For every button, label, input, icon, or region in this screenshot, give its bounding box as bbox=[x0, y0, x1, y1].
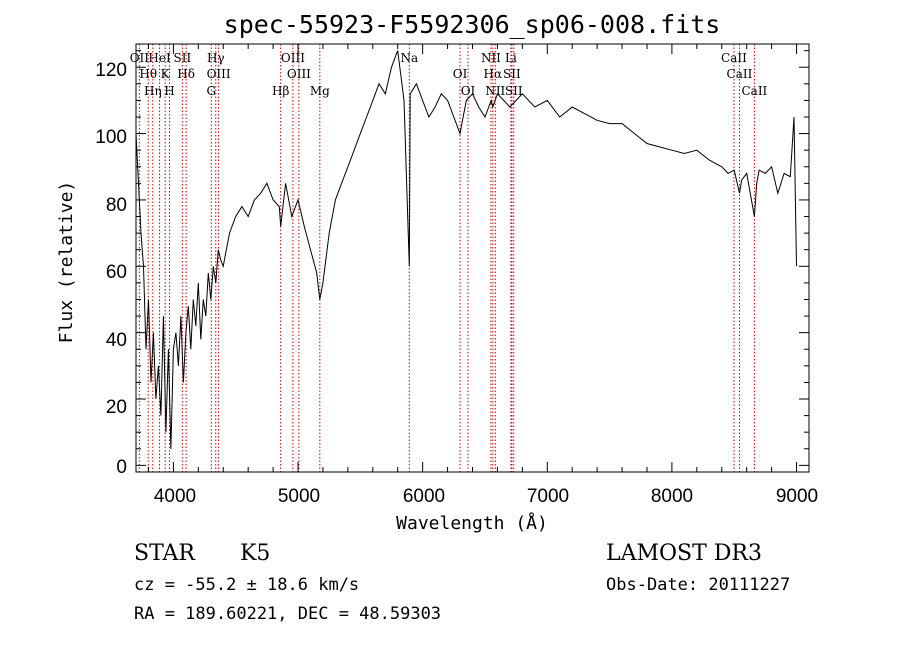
spectral-line-label: HeI bbox=[148, 51, 171, 65]
spectral-line-label: SII bbox=[505, 84, 523, 98]
x-tick-label: 5000 bbox=[278, 486, 320, 507]
spectral-line-label: Hβ bbox=[272, 84, 289, 98]
x-tick-label: 4000 bbox=[154, 486, 196, 507]
x-tick-labels: 4000 5000 6000 7000 8000 9000 bbox=[154, 486, 818, 507]
chart-title: spec-55923-F5592306_sp06-008.fits bbox=[224, 10, 721, 39]
spectral-line-label: CaII bbox=[727, 67, 753, 81]
spectral-line-label: H bbox=[164, 84, 174, 98]
y-tick-label: 80 bbox=[106, 195, 127, 216]
y-tick-label: 0 bbox=[116, 457, 127, 478]
spectral-line-label: Hα bbox=[484, 67, 503, 81]
x-axis-label: Wavelength (Å) bbox=[396, 512, 548, 534]
spectral-line-label: Hη bbox=[144, 84, 162, 98]
object-subclass: K5 bbox=[240, 541, 270, 566]
observation-date: Obs-Date: 20111227 bbox=[606, 575, 790, 595]
spectral-line-label: SII bbox=[503, 67, 521, 81]
spectral-line-label: Li bbox=[505, 51, 517, 65]
y-tick-label: 100 bbox=[95, 127, 127, 148]
spectral-line-label: G bbox=[206, 84, 216, 98]
y-tick-label: 20 bbox=[106, 397, 127, 418]
spectral-line-label: Na bbox=[400, 51, 418, 65]
spectral-line-label: SII bbox=[174, 51, 192, 65]
axis-ticks bbox=[136, 44, 809, 472]
plot-frame bbox=[135, 43, 810, 473]
y-tick-label: 120 bbox=[95, 60, 127, 81]
spectral-line-label: OII bbox=[130, 51, 150, 65]
spectral-line-label: Hθ bbox=[139, 67, 157, 81]
spectral-line-label: Mg bbox=[310, 84, 330, 98]
survey-name: LAMOST DR3 bbox=[606, 541, 762, 566]
y-axis-label: Flux (relative) bbox=[56, 181, 77, 344]
spectral-line-label: Hδ bbox=[177, 67, 195, 81]
object-class: STAR bbox=[134, 541, 196, 566]
coordinates: RA = 189.60221, DEC = 48.59303 bbox=[134, 604, 441, 624]
y-tick-label: 60 bbox=[106, 262, 127, 283]
spectral-line-label: OIII bbox=[207, 67, 231, 81]
spectral-line-label: CaII bbox=[721, 51, 747, 65]
x-tick-label: 7000 bbox=[527, 486, 569, 507]
spectral-line-label: OIII bbox=[287, 67, 311, 81]
spectral-line-markers bbox=[138, 44, 755, 472]
x-tick-label: 9000 bbox=[776, 486, 818, 507]
spectral-line-label: NII bbox=[485, 84, 505, 98]
spectrum-series-line bbox=[135, 50, 797, 449]
spectral-line-label: Hγ bbox=[207, 51, 225, 65]
x-tick-label: 6000 bbox=[403, 486, 445, 507]
x-tick-label: 8000 bbox=[651, 486, 693, 507]
spectral-line-label: K bbox=[161, 67, 171, 81]
spectral-line-label: NII bbox=[481, 51, 501, 65]
spectral-line-label: CaII bbox=[741, 84, 767, 98]
spectral-line-label: OI bbox=[453, 67, 468, 81]
y-tick-label: 40 bbox=[106, 330, 127, 351]
redshift-velocity: cz = -55.2 ± 18.6 km/s bbox=[134, 575, 359, 595]
spectral-line-label: OI bbox=[461, 84, 476, 98]
spectral-line-labels: OII Hθ Hη HeI KH SII Hδ G Hγ OIII Hβ OIII OIII Mg Na OI… bbox=[130, 51, 768, 98]
spectral-line-label: OIII bbox=[281, 51, 305, 65]
y-tick-labels: 0 20 40 60 80 100 120 bbox=[95, 60, 127, 478]
